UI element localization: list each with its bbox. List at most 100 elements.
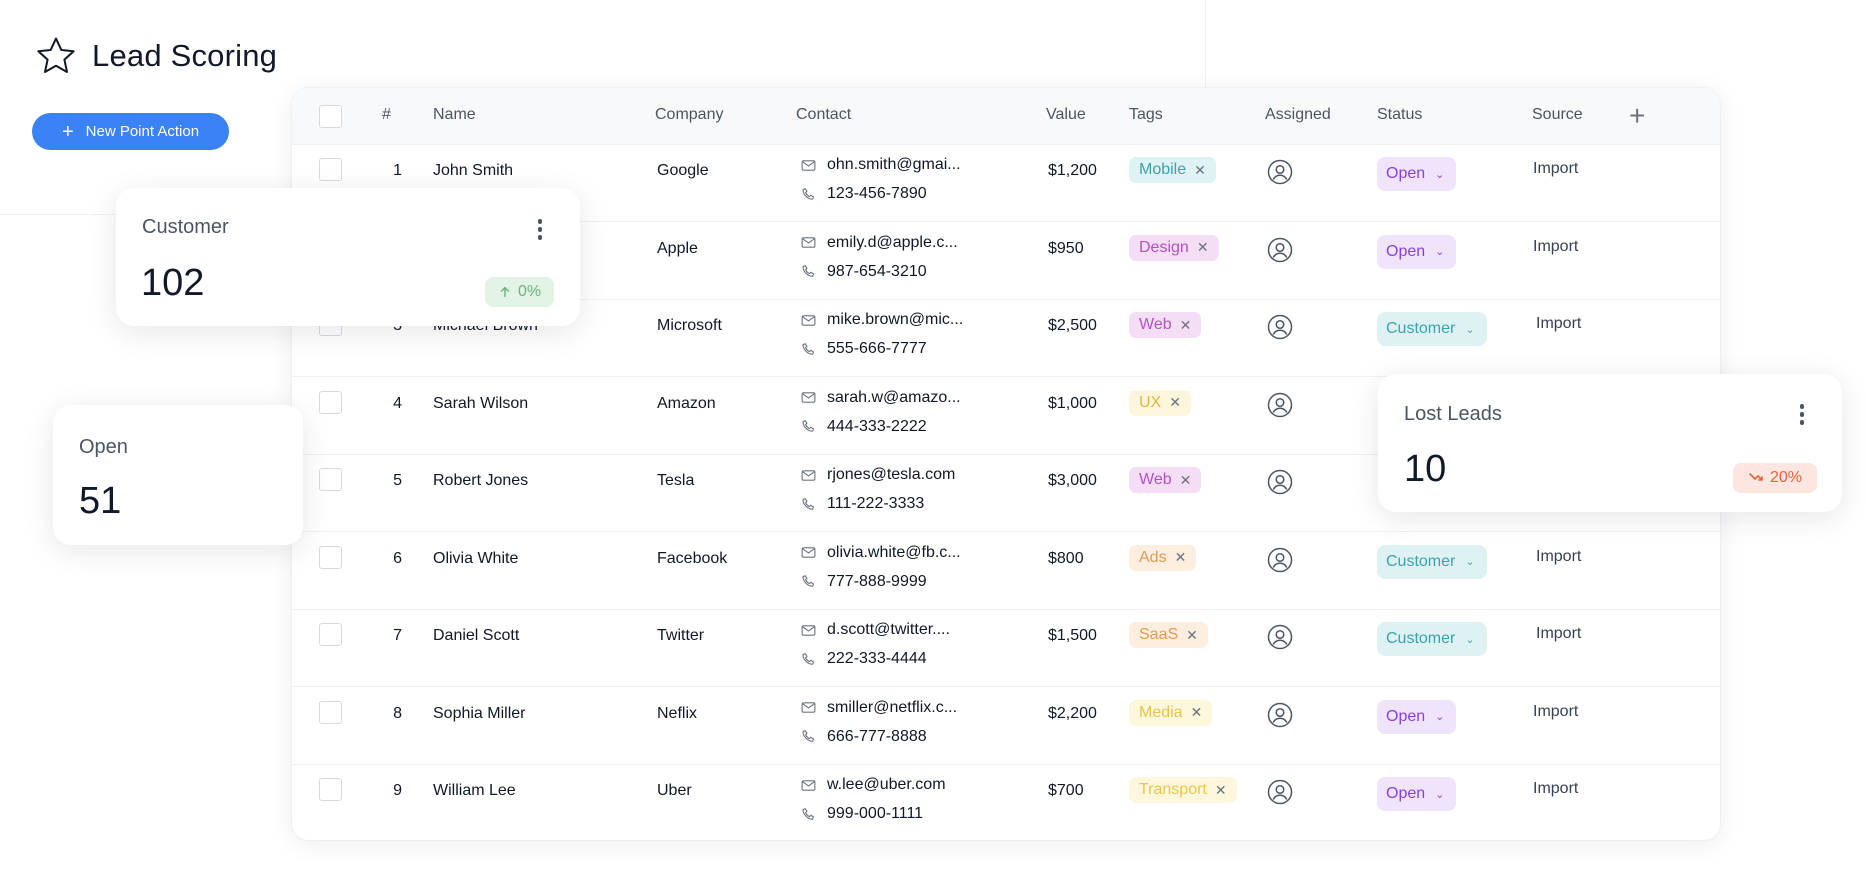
contact-phone[interactable]: 666-777-8888 (800, 728, 927, 746)
row-checkbox[interactable] (319, 778, 342, 801)
tag-chip[interactable]: Ads ✕ (1129, 544, 1197, 571)
contact-email[interactable]: olivia.white@fb.c... (800, 544, 961, 562)
table-row[interactable]: 7 Daniel Scott Twitter d.scott@twitter.... 2… (292, 610, 1720, 687)
lead-name[interactable]: Daniel Scott (433, 627, 520, 644)
more-vertical-icon[interactable] (537, 219, 543, 243)
row-checkbox[interactable] (319, 158, 342, 181)
contact-phone[interactable]: 555-666-7777 (800, 340, 927, 358)
remove-tag-icon[interactable]: ✕ (1194, 161, 1206, 178)
email-text: ohn.smith@gmai... (827, 156, 961, 173)
row-checkbox[interactable] (319, 545, 342, 569)
assigned-user[interactable] (1267, 314, 1293, 340)
assigned-user[interactable] (1267, 624, 1293, 650)
table-row[interactable]: 6 Olivia White Facebook olivia.white@fb.c..… (292, 533, 1720, 610)
tag-chip[interactable]: Transport ✕ (1129, 777, 1237, 803)
phone-text: 555-666-7777 (827, 340, 927, 357)
assigned-user[interactable] (1267, 547, 1293, 573)
contact-phone[interactable]: 987-654-3210 (800, 263, 927, 281)
header-contact[interactable]: Contact (796, 106, 852, 123)
lead-name[interactable]: Robert Jones (433, 472, 529, 489)
table-row[interactable]: 5 Robert Jones Tesla rjones@tesla.com 111-22… (292, 455, 1720, 532)
table-row[interactable]: 4 Sarah Wilson Amazon sarah.w@amazo... 444-3… (292, 378, 1720, 455)
assigned-user[interactable] (1267, 392, 1293, 418)
status-dropdown[interactable]: Open ⌄ (1377, 234, 1457, 269)
contact-email[interactable]: ohn.smith@gmai... (800, 156, 961, 174)
row-checkbox[interactable] (319, 390, 342, 414)
header-company[interactable]: Company (655, 106, 724, 123)
header-assigned[interactable]: Assigned (1265, 106, 1331, 123)
remove-tag-icon[interactable]: ✕ (1174, 549, 1187, 565)
contact-email[interactable]: mike.brown@mic... (800, 311, 963, 329)
lead-name[interactable]: Sophia Miller (433, 704, 526, 722)
contact-phone[interactable]: 123-456-7890 (800, 185, 927, 203)
row-checkbox[interactable] (319, 623, 342, 646)
remove-tag-icon[interactable]: ✕ (1214, 781, 1227, 798)
lead-company: Google (657, 162, 709, 179)
contact-email[interactable]: smiller@netflix.c... (800, 699, 957, 717)
table-row[interactable]: 9 William Lee Uber w.lee@uber.com 999-000-11… (292, 765, 1720, 840)
lead-name[interactable]: Sarah Wilson (433, 394, 529, 412)
status-label: Open (1386, 242, 1426, 260)
contact-phone[interactable]: 222-333-4444 (800, 650, 927, 668)
remove-tag-icon[interactable]: ✕ (1179, 471, 1192, 488)
contact-phone[interactable]: 111-222-3333 (800, 495, 924, 513)
contact-email[interactable]: sarah.w@amazo... (800, 389, 961, 407)
phone-icon (802, 342, 815, 355)
remove-tag-icon[interactable]: ✕ (1179, 316, 1192, 333)
user-circle-icon (1267, 237, 1293, 262)
tag-chip[interactable]: Design ✕ (1129, 234, 1219, 261)
row-checkbox[interactable] (319, 700, 342, 724)
phone-text: 444-333-2222 (827, 417, 927, 435)
header-source[interactable]: Source (1532, 106, 1583, 123)
tag-chip[interactable]: Media ✕ (1129, 699, 1213, 726)
remove-tag-icon[interactable]: ✕ (1186, 626, 1198, 643)
assigned-user[interactable] (1267, 702, 1293, 728)
header-name[interactable]: Name (433, 106, 476, 123)
header-tags[interactable]: Tags (1129, 106, 1163, 123)
user-circle-icon (1267, 314, 1293, 340)
add-column-plus-icon[interactable]: + (1629, 100, 1646, 131)
lead-name[interactable]: William Lee (433, 782, 516, 799)
table-row[interactable]: 1 John Smith Google ohn.smith@gmai... 123-45… (292, 145, 1720, 222)
status-dropdown[interactable]: Open ⌄ (1377, 157, 1457, 191)
assigned-user[interactable] (1267, 779, 1293, 805)
tag-chip[interactable]: Web ✕ (1129, 467, 1202, 493)
new-point-action-button[interactable]: + New Point Action (32, 113, 229, 150)
contact-phone[interactable]: 777-888-9999 (800, 573, 927, 591)
contact-email[interactable]: emily.d@apple.c... (800, 234, 958, 252)
remove-tag-icon[interactable]: ✕ (1190, 704, 1203, 720)
status-dropdown[interactable]: Open ⌄ (1377, 777, 1457, 811)
contact-phone[interactable]: 444-333-2222 (800, 418, 927, 436)
status-dropdown[interactable]: Customer ⌄ (1377, 622, 1487, 656)
lead-name[interactable]: John Smith (433, 162, 514, 179)
phone-icon (802, 265, 815, 277)
table-row[interactable]: 8 Sophia Miller Neflix smiller@netflix.c...… (292, 688, 1720, 765)
status-dropdown[interactable]: Customer ⌄ (1377, 544, 1487, 579)
remove-tag-icon[interactable]: ✕ (1196, 239, 1209, 255)
tag-chip[interactable]: Mobile ✕ (1129, 157, 1216, 183)
phone-text: 777-888-9999 (827, 572, 927, 590)
select-all-checkbox[interactable] (319, 105, 342, 128)
tag-chip[interactable]: UX ✕ (1129, 389, 1191, 416)
assigned-user[interactable] (1267, 469, 1293, 495)
user-circle-icon (1267, 392, 1293, 417)
header-value[interactable]: Value (1046, 106, 1086, 123)
contact-email[interactable]: w.lee@uber.com (800, 776, 946, 794)
status-dropdown[interactable]: Customer ⌄ (1377, 312, 1487, 346)
contact-email[interactable]: rjones@tesla.com (800, 466, 955, 484)
more-vertical-icon[interactable] (1799, 404, 1805, 428)
tag-chip[interactable]: Web ✕ (1129, 312, 1202, 338)
remove-tag-icon[interactable]: ✕ (1169, 394, 1181, 410)
status-dropdown[interactable]: Open ⌄ (1377, 699, 1457, 734)
contact-phone[interactable]: 999-000-1111 (800, 805, 923, 823)
chevron-down-icon: ⌄ (1435, 246, 1445, 258)
lead-name[interactable]: Olivia White (433, 549, 519, 567)
email-text: rjones@tesla.com (827, 466, 956, 483)
contact-email[interactable]: d.scott@twitter.... (800, 621, 950, 639)
assigned-user[interactable] (1267, 237, 1293, 263)
tag-chip[interactable]: SaaS ✕ (1129, 622, 1208, 648)
header-status[interactable]: Status (1377, 106, 1423, 123)
chevron-down-icon: ⌄ (1435, 168, 1445, 181)
assigned-user[interactable] (1267, 159, 1293, 185)
row-checkbox[interactable] (319, 468, 342, 491)
